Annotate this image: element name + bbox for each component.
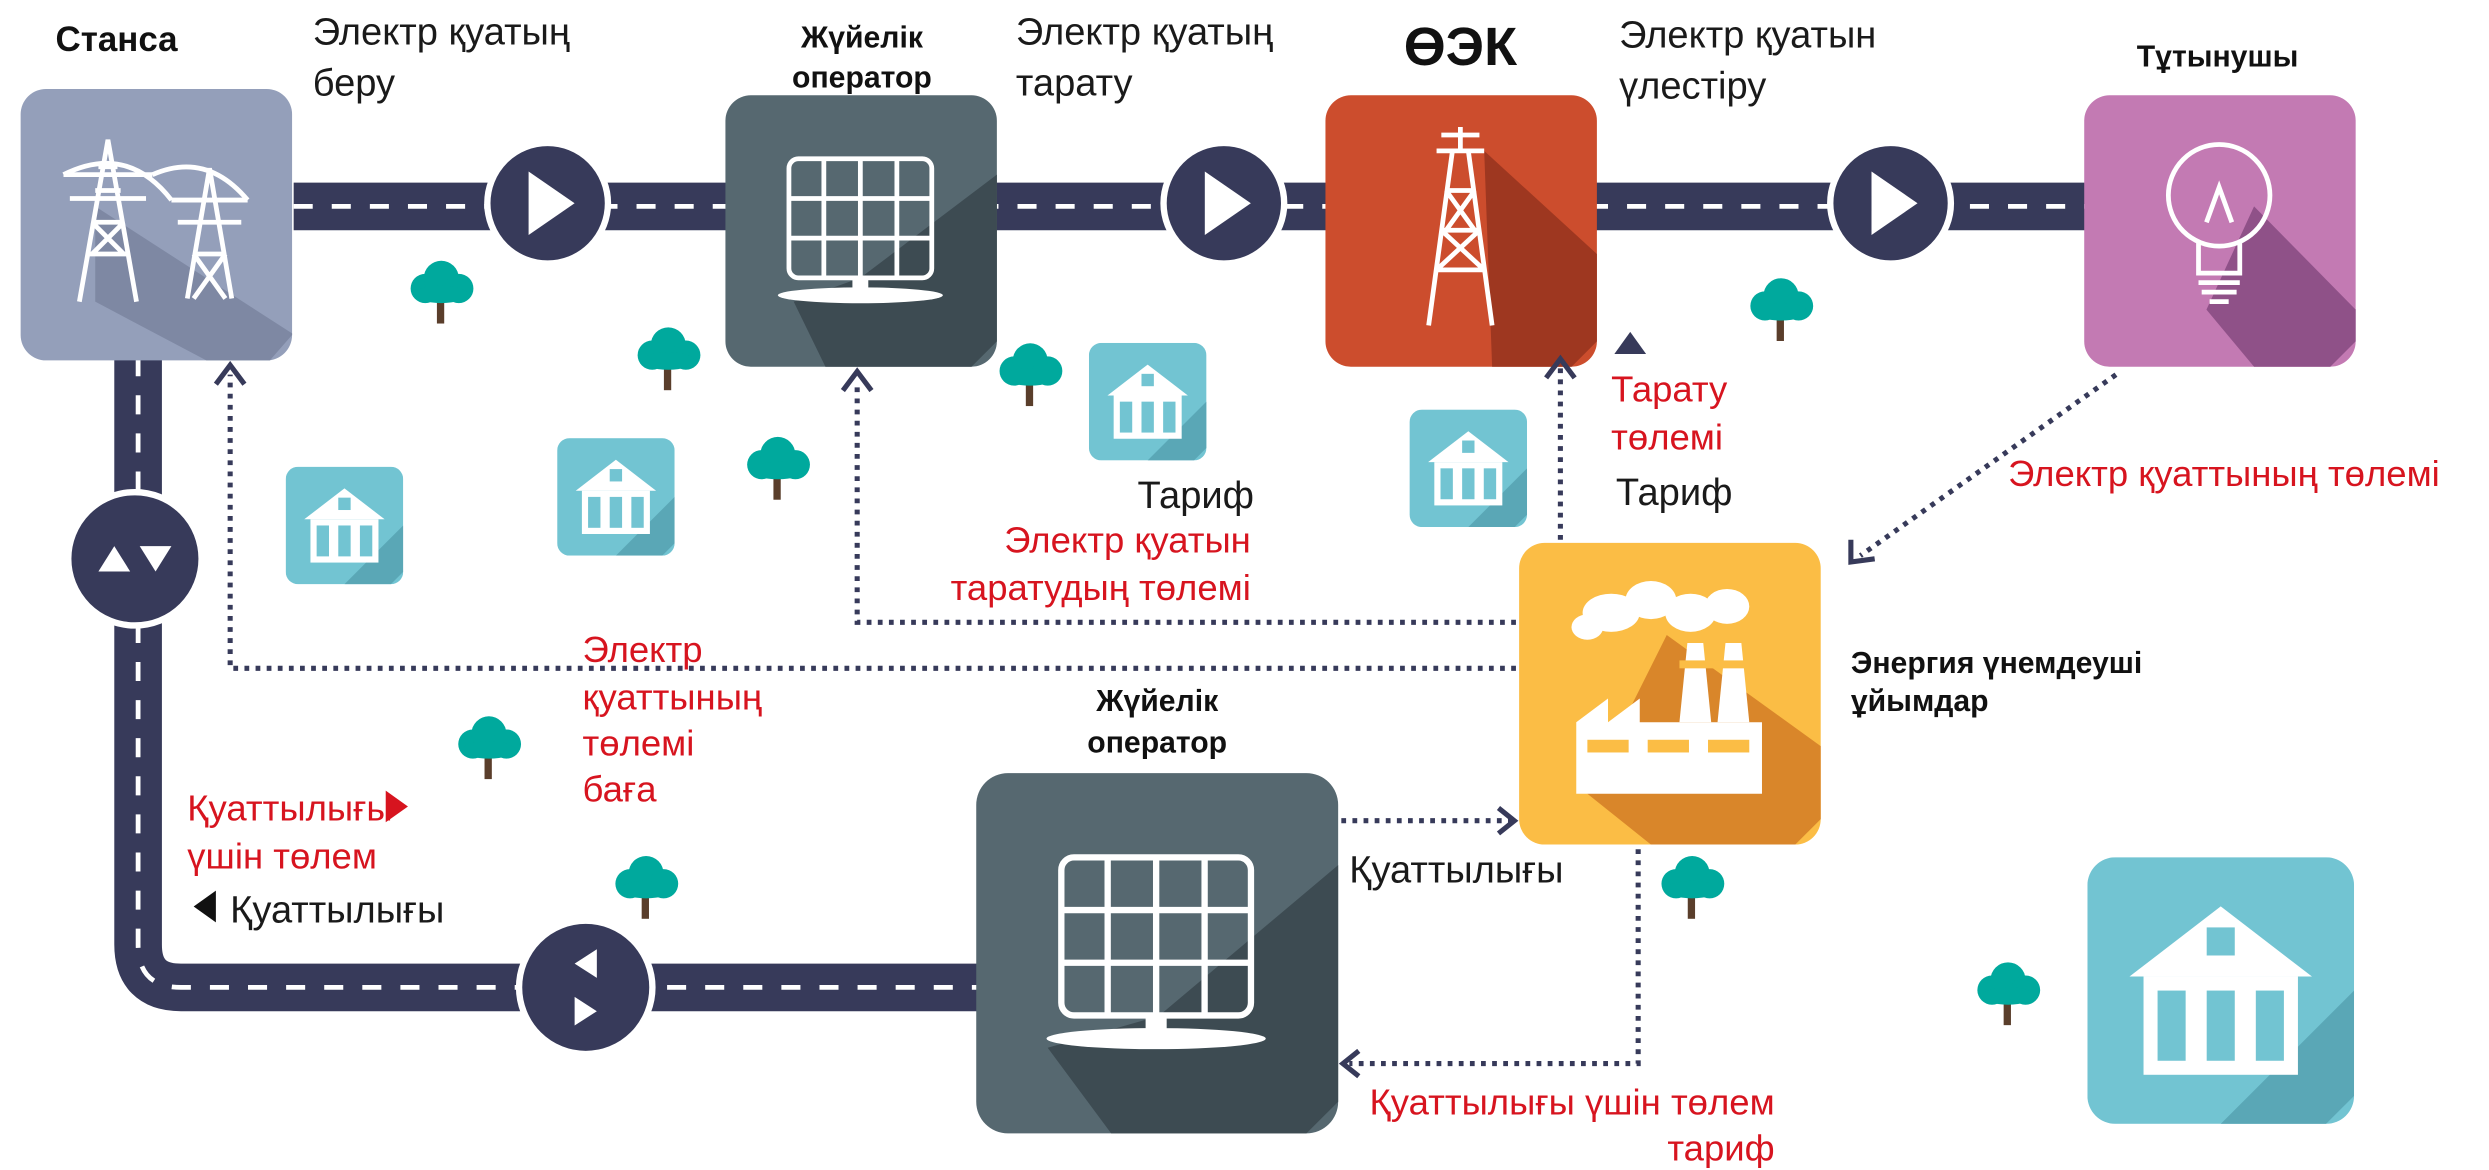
- legend-label: Қуаттылығы: [230, 889, 444, 931]
- flow-label: үлестіру: [1619, 65, 1766, 107]
- payment-label: төлемі: [583, 723, 695, 764]
- legend-label: үшін төлем: [187, 835, 377, 876]
- capacity-label: Қуаттылығы: [1349, 850, 1563, 892]
- flow-label: Электр қуатың: [313, 11, 570, 53]
- road-dash: [135, 357, 985, 990]
- payment-label: Қуаттылығы үшін төлем: [1370, 1081, 1775, 1122]
- payment-label: төлемі: [1611, 416, 1723, 457]
- node-label: ӨЭК: [1404, 17, 1518, 77]
- payment-label: тариф: [1667, 1127, 1774, 1168]
- node-label: Тұтынушы: [2137, 41, 2299, 74]
- operator-top-box: [725, 95, 997, 367]
- small-houses: [285, 342, 1528, 585]
- legend-label: Қуаттылығы: [187, 788, 392, 829]
- flow-label: Электр қуатың: [1016, 11, 1273, 53]
- payment-label: Электр қуаттының төлемі: [2008, 453, 2440, 494]
- payment-label: Электр: [583, 629, 703, 670]
- station-box: [20, 88, 293, 361]
- payment-label: баға: [583, 769, 658, 810]
- node-label: Жүйелік: [1095, 685, 1219, 718]
- payment-label: Тарату: [1611, 369, 1728, 410]
- node-label: ұйымдар: [1851, 685, 1989, 718]
- factory-box: [1519, 542, 1821, 845]
- payment-label: қуаттының: [583, 677, 763, 718]
- flow-label: Электр қуатын: [1619, 15, 1876, 57]
- tariff-label: Тариф: [1616, 472, 1733, 514]
- flow-label: беру: [313, 62, 395, 104]
- flow-arrows: [98, 171, 1918, 1026]
- flow-circles: [65, 139, 1955, 1058]
- operator-bottom-box: [976, 773, 1339, 1134]
- node-label: Жүйелік: [800, 22, 924, 55]
- oek-box: [1325, 95, 1597, 367]
- node-label: Энергия үнемдеуші: [1851, 647, 2142, 680]
- consumer-box: [2084, 95, 2356, 367]
- house-icon: [2087, 857, 2355, 1124]
- payment-lines: [193, 331, 2118, 1079]
- payment-label: таратудың төлемі: [951, 567, 1251, 608]
- payment-label: Электр қуатын: [1004, 519, 1251, 560]
- node-label: оператор: [1087, 726, 1227, 759]
- flow-label: тарату: [1016, 62, 1133, 104]
- tariff-label: Тариф: [1138, 475, 1255, 517]
- station-label: Станса: [56, 20, 179, 59]
- node-label: оператор: [792, 61, 932, 94]
